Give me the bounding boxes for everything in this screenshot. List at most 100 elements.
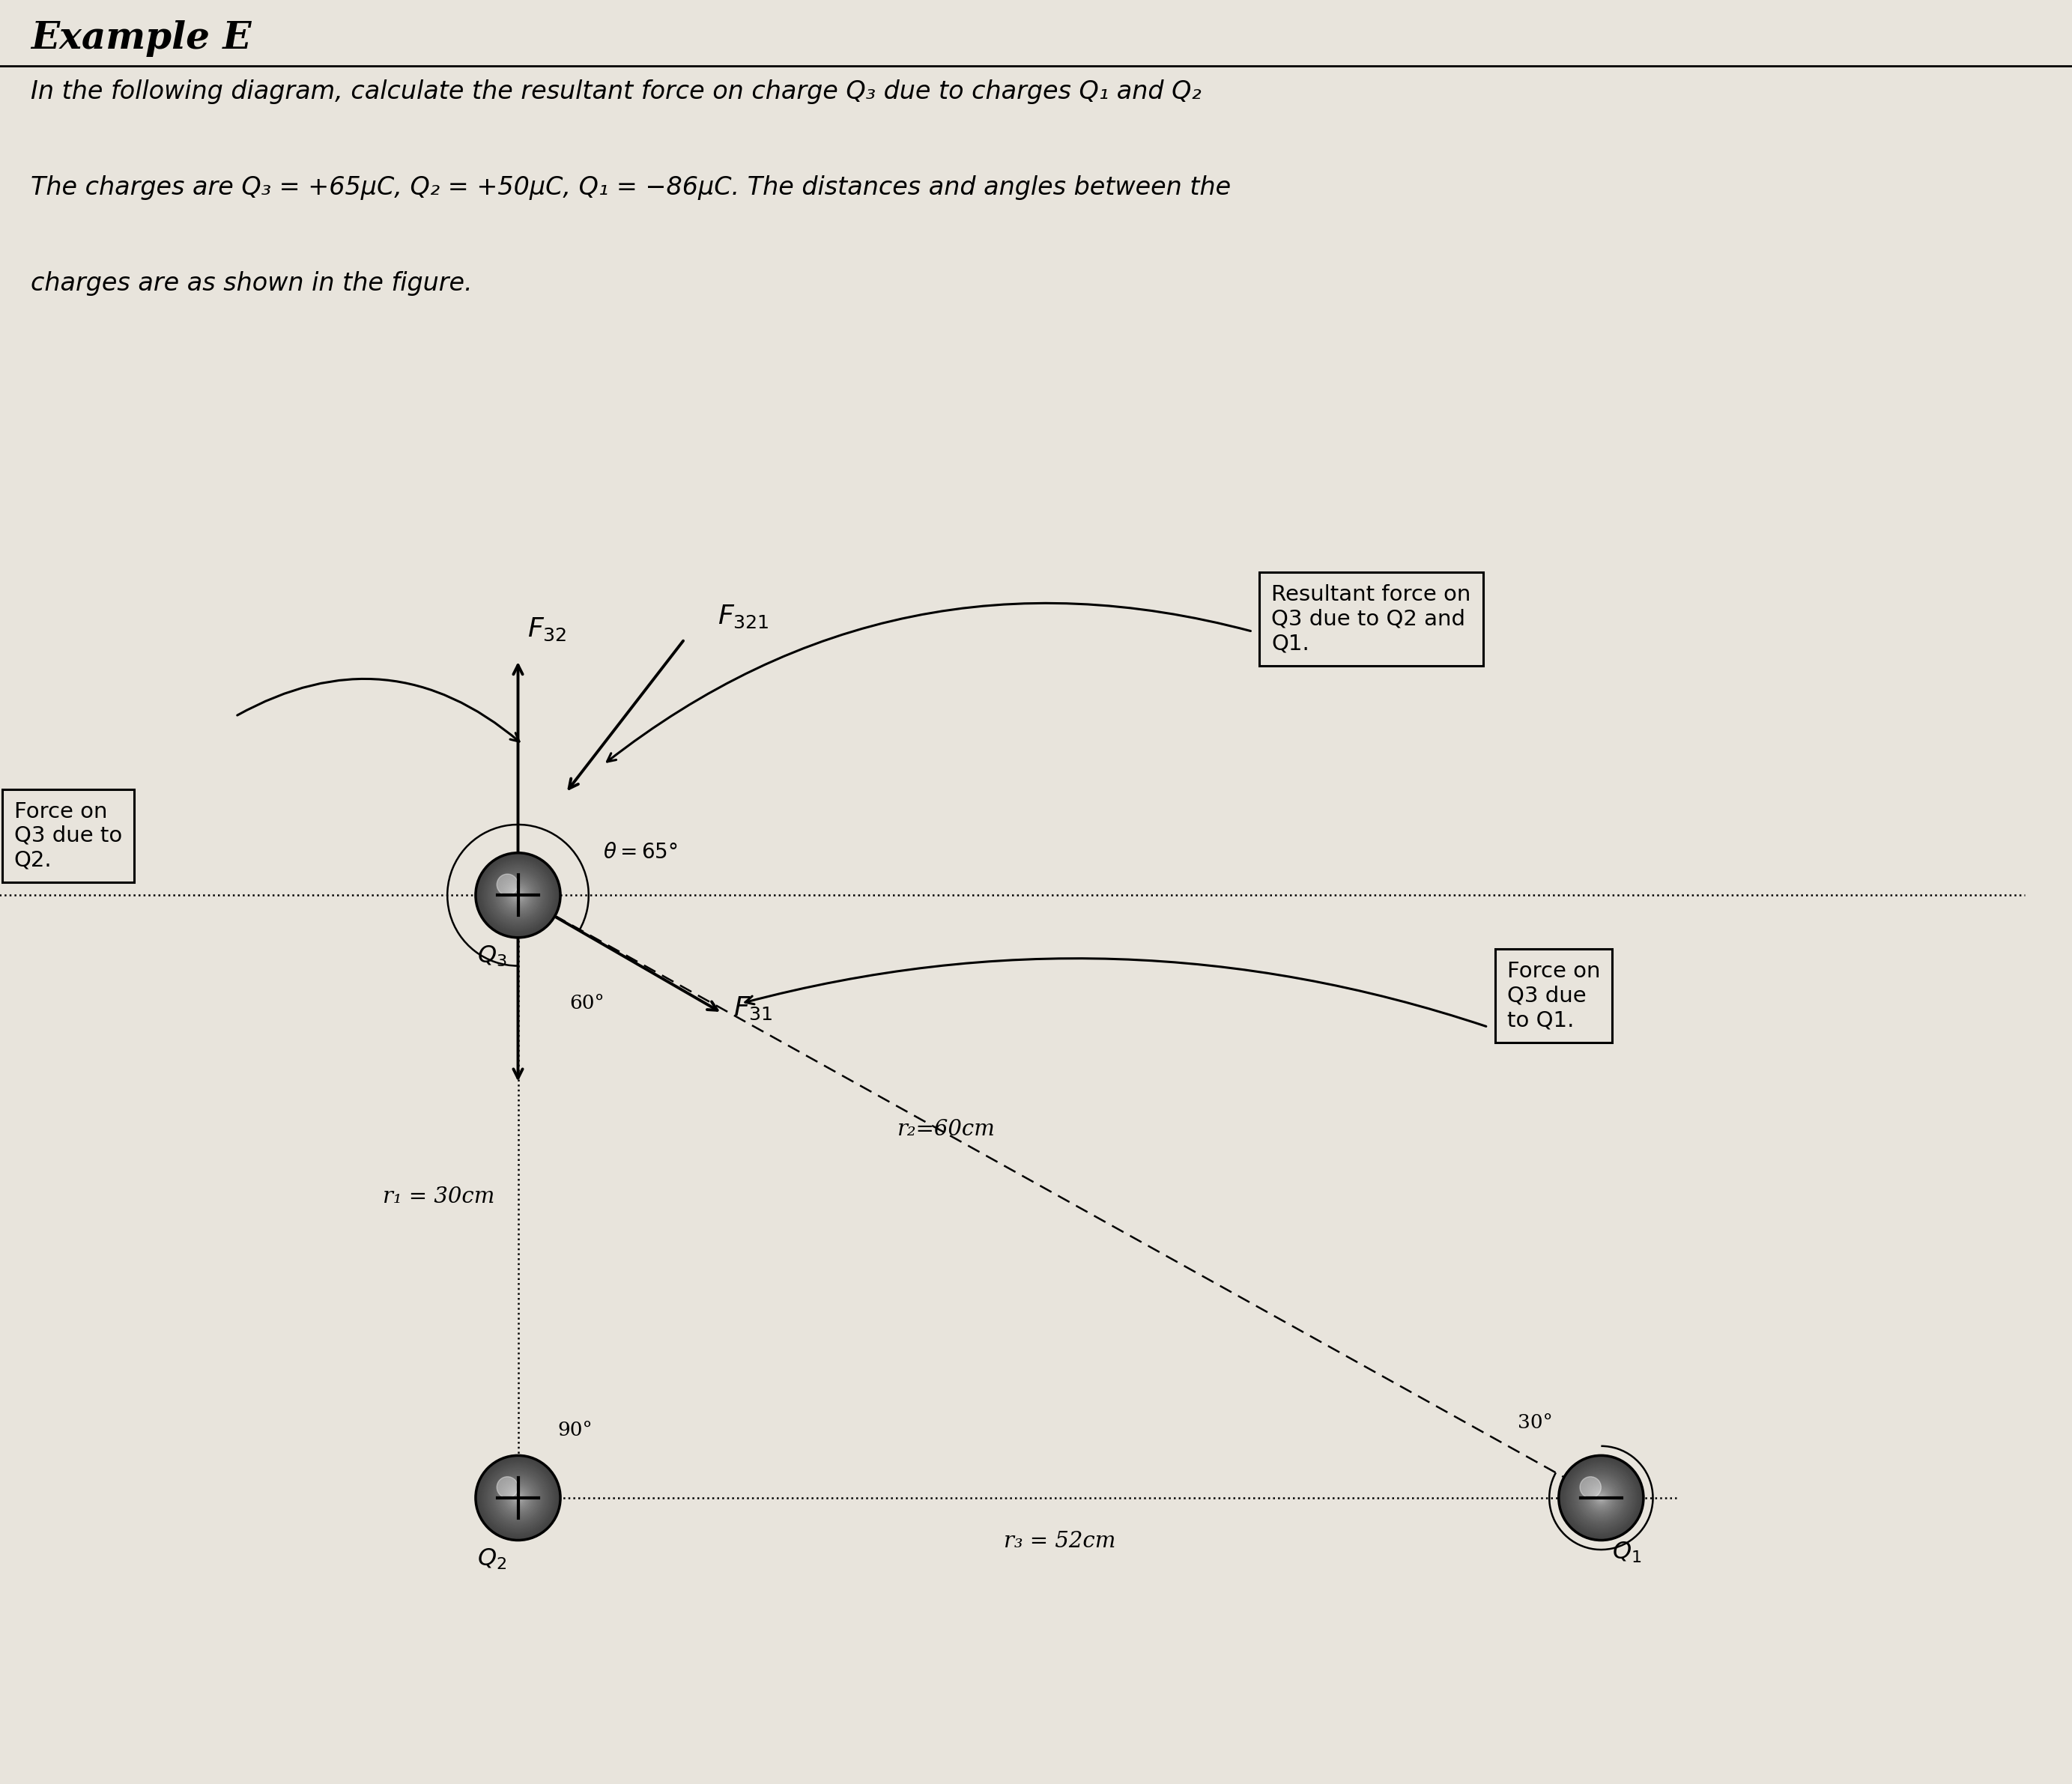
Text: 90°: 90° xyxy=(557,1420,593,1440)
Circle shape xyxy=(1569,1465,1633,1531)
Circle shape xyxy=(516,1495,520,1500)
Circle shape xyxy=(477,855,559,937)
Circle shape xyxy=(485,1465,551,1532)
Text: Force on
Q3 due to
Q2.: Force on Q3 due to Q2. xyxy=(15,801,122,871)
Circle shape xyxy=(510,887,526,904)
Circle shape xyxy=(485,863,551,928)
Circle shape xyxy=(497,1479,539,1518)
Circle shape xyxy=(481,1459,555,1536)
Circle shape xyxy=(1560,1458,1643,1540)
Circle shape xyxy=(514,890,522,899)
Circle shape xyxy=(1581,1477,1622,1518)
Circle shape xyxy=(1579,1475,1624,1520)
Circle shape xyxy=(503,881,533,910)
Circle shape xyxy=(483,1463,553,1532)
Circle shape xyxy=(485,1465,551,1531)
Circle shape xyxy=(497,1477,539,1518)
Circle shape xyxy=(510,1490,526,1506)
Circle shape xyxy=(489,1468,547,1527)
Text: In the following diagram, calculate the resultant force on charge Q₃ due to char: In the following diagram, calculate the … xyxy=(31,78,1202,103)
Circle shape xyxy=(497,876,539,915)
Circle shape xyxy=(1571,1468,1631,1527)
Circle shape xyxy=(1581,1479,1620,1518)
Circle shape xyxy=(481,856,555,933)
Circle shape xyxy=(487,1466,549,1529)
Circle shape xyxy=(493,871,543,921)
Circle shape xyxy=(487,863,549,926)
Circle shape xyxy=(485,862,551,929)
Circle shape xyxy=(506,1484,530,1511)
Text: $Q_2$: $Q_2$ xyxy=(477,1547,508,1572)
Circle shape xyxy=(1571,1466,1633,1529)
Circle shape xyxy=(501,1481,535,1515)
Circle shape xyxy=(514,1493,522,1502)
Text: $Q_1$: $Q_1$ xyxy=(1612,1540,1641,1565)
Circle shape xyxy=(1564,1461,1637,1534)
Text: Force on
Q3 due
to Q1.: Force on Q3 due to Q1. xyxy=(1506,962,1600,1031)
Circle shape xyxy=(499,1479,537,1516)
Circle shape xyxy=(512,1491,524,1506)
Circle shape xyxy=(481,858,555,931)
Circle shape xyxy=(501,880,535,912)
Circle shape xyxy=(1573,1470,1629,1525)
Text: $F_{31}$: $F_{31}$ xyxy=(733,995,773,1022)
Circle shape xyxy=(479,1458,557,1538)
Circle shape xyxy=(501,878,535,912)
Circle shape xyxy=(489,865,547,924)
Circle shape xyxy=(508,883,528,906)
Text: r₃ = 52cm: r₃ = 52cm xyxy=(1003,1531,1115,1552)
Text: charges are as shown in the figure.: charges are as shown in the figure. xyxy=(31,271,472,296)
Circle shape xyxy=(1598,1495,1604,1500)
Circle shape xyxy=(508,1486,528,1509)
Circle shape xyxy=(1558,1456,1643,1540)
Circle shape xyxy=(479,856,557,935)
Circle shape xyxy=(1600,1497,1602,1499)
Circle shape xyxy=(1585,1481,1618,1515)
Circle shape xyxy=(1593,1490,1610,1506)
Circle shape xyxy=(512,888,524,903)
Text: $F_{32}$: $F_{32}$ xyxy=(528,617,568,642)
Circle shape xyxy=(491,1472,545,1525)
Circle shape xyxy=(1595,1491,1606,1504)
Circle shape xyxy=(497,1477,518,1499)
Circle shape xyxy=(516,892,520,897)
Circle shape xyxy=(495,1475,541,1520)
Circle shape xyxy=(477,1456,559,1540)
Circle shape xyxy=(516,1497,520,1499)
Text: Example E: Example E xyxy=(31,21,251,57)
Circle shape xyxy=(1589,1484,1614,1511)
Circle shape xyxy=(508,885,528,904)
Text: 30°: 30° xyxy=(1517,1413,1552,1433)
Circle shape xyxy=(491,869,545,922)
Circle shape xyxy=(483,860,553,931)
Circle shape xyxy=(493,1472,543,1524)
Circle shape xyxy=(512,890,524,901)
Circle shape xyxy=(477,853,559,938)
Circle shape xyxy=(1562,1459,1639,1536)
Circle shape xyxy=(516,894,520,897)
Circle shape xyxy=(1587,1484,1616,1513)
Circle shape xyxy=(489,867,547,924)
Text: The charges are Q₃ = +65μC, Q₂ = +50μC, Q₁ = −86μC. The distances and angles bet: The charges are Q₃ = +65μC, Q₂ = +50μC, … xyxy=(31,175,1231,200)
Circle shape xyxy=(489,1470,547,1525)
Circle shape xyxy=(501,1483,535,1513)
Circle shape xyxy=(1562,1458,1641,1538)
Circle shape xyxy=(508,1488,528,1507)
Circle shape xyxy=(1577,1474,1624,1522)
Circle shape xyxy=(493,1474,543,1522)
Circle shape xyxy=(1575,1472,1629,1525)
Circle shape xyxy=(1566,1465,1635,1532)
Circle shape xyxy=(1575,1472,1627,1524)
Circle shape xyxy=(499,878,537,913)
Text: r₁ = 30cm: r₁ = 30cm xyxy=(383,1186,495,1208)
Circle shape xyxy=(1589,1486,1612,1509)
Circle shape xyxy=(1583,1479,1620,1516)
Circle shape xyxy=(1593,1491,1608,1506)
Circle shape xyxy=(497,874,518,896)
Text: r₂=60cm: r₂=60cm xyxy=(897,1119,995,1140)
Circle shape xyxy=(512,1491,524,1504)
Text: 60°: 60° xyxy=(570,994,605,1013)
Circle shape xyxy=(1581,1477,1602,1499)
Circle shape xyxy=(506,883,530,908)
Circle shape xyxy=(495,872,541,917)
